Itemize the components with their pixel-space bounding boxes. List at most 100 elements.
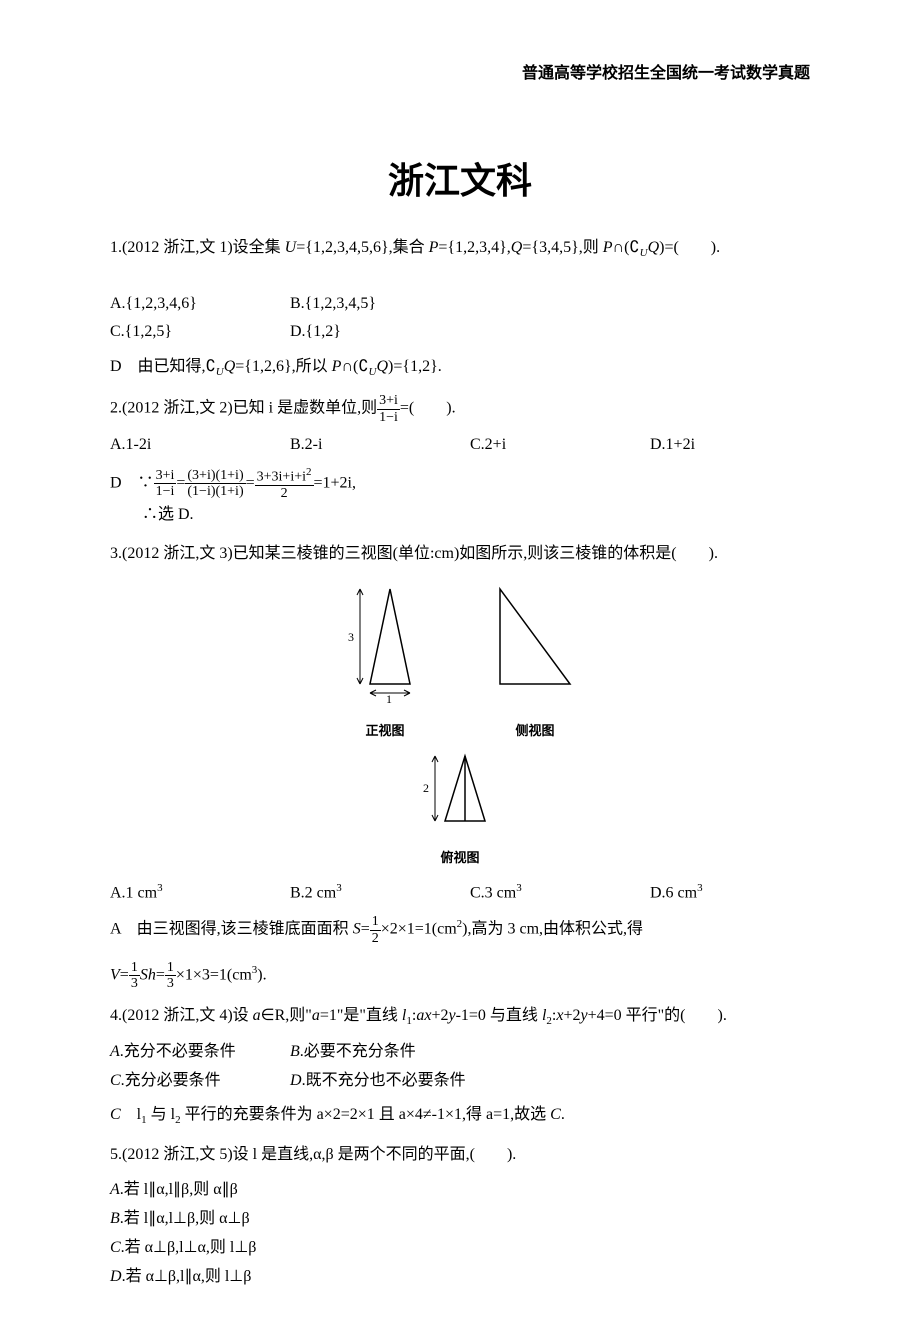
- p4-y: y: [448, 1007, 455, 1024]
- p4-text: 4.(2012 浙江,文 4)设: [110, 1007, 253, 1024]
- p1-optB: B.{1,2,3,4,5}: [290, 290, 376, 319]
- p4-sol-t3: 平行的充要条件为 a×2=2×1 且 a×4≠-1×1,得 a=1,故选: [181, 1106, 551, 1123]
- fig-num1: 1: [386, 692, 392, 704]
- p1-sol-mid: ={1,2,6},所以: [235, 358, 331, 375]
- p1-sol-c2: ∁: [358, 358, 368, 375]
- p1-exprQ: Q: [648, 239, 660, 256]
- p2-sol-f3n: 3+3i+i+i2: [255, 466, 314, 486]
- p1-exprP: P: [603, 239, 613, 256]
- p4-mid3: +2: [431, 1007, 448, 1024]
- p3-figure: 3 1 正视图 侧视图 2 俯视图: [110, 579, 810, 869]
- p3-sol-f3: 13: [165, 960, 176, 992]
- p1-sol-c1: ∁: [206, 358, 216, 375]
- p1-optC: C.{1,2,5}: [110, 318, 290, 347]
- fig-num3: 3: [348, 630, 354, 644]
- fig-front-svg: 3 1: [340, 579, 430, 704]
- p2-solution: D ∵3+i1−i=(3+i)(1+i)(1−i)(1+i)=3+3i+i+i2…: [110, 466, 810, 530]
- p2-sol-f3: 3+3i+i+i22: [255, 466, 314, 501]
- p1-Qset: ={3,4,5},则: [522, 239, 602, 256]
- p3-sol-f1: 12: [370, 914, 381, 946]
- p5-optD: D.若 α⊥β,l∥α,则 l⊥β: [110, 1263, 810, 1292]
- p2-optD: D.1+2i: [650, 431, 695, 460]
- p3-sol-eq3: =: [156, 967, 165, 984]
- p2-sol-f1n: 3+i: [154, 468, 177, 484]
- page-header: 普通高等学校招生全国统一考试数学真题: [110, 60, 810, 89]
- fig-side-box: 侧视图: [490, 579, 580, 742]
- p2-sol-line2: ∴选 D.: [142, 501, 810, 530]
- fig-top-num2: 2: [423, 781, 429, 795]
- p2-optC: C.2+i: [470, 431, 650, 460]
- p3-sol-mid2: ),高为 3 cm,由体积公式,得: [462, 921, 643, 938]
- p2-sol-label: D ∵: [110, 474, 154, 491]
- p1-optA: A.{1,2,3,4,6}: [110, 290, 290, 319]
- p2-optB: B.2-i: [290, 431, 470, 460]
- p1-Pset: ={1,2,3,4},: [438, 239, 510, 256]
- p5-optA: A.若 l∥α,l∥β,则 α∥β: [110, 1176, 810, 1205]
- p3-sol-S: S: [353, 921, 361, 938]
- p2-sol-eq1: =: [176, 474, 185, 491]
- problem-4: 4.(2012 浙江,文 4)设 a∈R,则"a=1"是"直线 l1:ax+2y…: [110, 1002, 810, 1032]
- p3-optB: B.2 cm3: [290, 879, 470, 908]
- p2-frac: 3+i1−i: [377, 393, 400, 425]
- fig-front-tri: [370, 589, 410, 684]
- p4-options: A.充分不必要条件 B.必要不充分条件 C.充分必要条件 D.既不充分也不必要条…: [110, 1038, 810, 1096]
- p4-ax: ax: [416, 1007, 431, 1024]
- p4-sol-Ci: C: [550, 1106, 561, 1123]
- p1-compset: ∁: [629, 239, 639, 256]
- p3-sol-f2: 13: [129, 960, 140, 992]
- p2-frac-den: 1−i: [377, 410, 400, 425]
- p2-textend: =( ).: [400, 400, 456, 417]
- p2-sol-f3d: 2: [255, 486, 314, 501]
- p4-optC: C.充分必要条件: [110, 1067, 290, 1096]
- p2-options: A.1-2i B.2-i C.2+i D.1+2i: [110, 431, 810, 460]
- p4-sol-t2: 与 l: [147, 1106, 175, 1123]
- p3-options: A.1 cm3 B.2 cm3 C.3 cm3 D.6 cm3: [110, 879, 810, 908]
- problem-1: 1.(2012 浙江,文 1)设全集 U={1,2,3,4,5,6},集合 P=…: [110, 234, 810, 264]
- p1-exprend: )=( ).: [659, 239, 720, 256]
- problem-2: 2.(2012 浙江,文 2)已知 i 是虚数单位,则3+i1−i=( ).: [110, 393, 810, 425]
- p3-sol-f3n: 1: [165, 960, 176, 976]
- p1-solution: D 由已知得,∁UQ={1,2,6},所以 P∩(∁UQ)={1,2}.: [110, 353, 810, 383]
- p5-optB: B.若 l∥α,l⊥β,则 α⊥β: [110, 1205, 810, 1234]
- p2-text: 2.(2012 浙江,文 2)已知 i 是虚数单位,则: [110, 400, 377, 417]
- p4-sol-Ci0: C: [110, 1106, 121, 1123]
- p1-options: A.{1,2,3,4,6} B.{1,2,3,4,5} C.{1,2,5} D.…: [110, 290, 810, 348]
- p1-sol-label: D 由已知得,: [110, 358, 206, 375]
- p4-sol-dot: .: [561, 1106, 565, 1123]
- fig-top-svg: 2: [415, 746, 505, 831]
- p3-sol-end2: ).: [257, 967, 266, 984]
- p1-U: U: [285, 239, 297, 256]
- p3-sol-eq: =: [361, 921, 370, 938]
- p1-text: 1.(2012 浙江,文 1)设全集: [110, 239, 285, 256]
- p4-optB: B.必要不充分条件: [290, 1038, 416, 1067]
- p3-solution2: V=13Sh=13×1×3=1(cm3).: [110, 960, 810, 992]
- p4-mid1: ∈R,则": [261, 1007, 312, 1024]
- problem-5: 5.(2012 浙江,文 5)设 l 是直线,α,β 是两个不同的平面,( ).: [110, 1141, 810, 1170]
- p3-sol-f3d: 3: [165, 976, 176, 991]
- p3-sol-f1n: 1: [370, 914, 381, 930]
- p1-P: P: [429, 239, 439, 256]
- p4-solution: C l1 与 l2 平行的充要条件为 a×2=2×1 且 a×4≠-1×1,得 …: [110, 1101, 810, 1131]
- p3-optC: C.3 cm3: [470, 879, 650, 908]
- p5-optC: C.若 α⊥β,l⊥α,则 l⊥β: [110, 1234, 810, 1263]
- p4-a2: a: [312, 1007, 320, 1024]
- p3-solution: A 由三视图得,该三棱锥底面面积 S=12×2×1=1(cm2),高为 3 cm…: [110, 914, 810, 946]
- p2-sol-f2: (3+i)(1+i)(1−i)(1+i): [185, 468, 245, 500]
- p4-mid2: =1"是"直线: [320, 1007, 402, 1024]
- p2-optA: A.1-2i: [110, 431, 290, 460]
- p3-sol-eq2: =: [120, 967, 129, 984]
- p3-sol-label: A 由三视图得,该三棱锥底面面积: [110, 921, 353, 938]
- p4-optA: A.充分不必要条件: [110, 1038, 290, 1067]
- p3-sol-V: V: [110, 967, 120, 984]
- fig-top-label: 俯视图: [415, 846, 505, 869]
- p4-sol-t1: l: [121, 1106, 141, 1123]
- p2-sol-end: =1+2i,: [314, 474, 357, 491]
- p3-optA: A.1 cm3: [110, 879, 290, 908]
- fig-front-box: 3 1 正视图: [340, 579, 430, 742]
- p4-textend: +4=0 平行"的( ).: [588, 1007, 727, 1024]
- p1-sol-q1: Q: [224, 358, 236, 375]
- p3-sol-f2n: 1: [129, 960, 140, 976]
- p1-sol-cap: ∩(: [341, 358, 358, 375]
- p5-options: A.若 l∥α,l∥β,则 α∥β B.若 l∥α,l⊥β,则 α⊥β C.若 …: [110, 1176, 810, 1291]
- p3-sol-f2d: 3: [129, 976, 140, 991]
